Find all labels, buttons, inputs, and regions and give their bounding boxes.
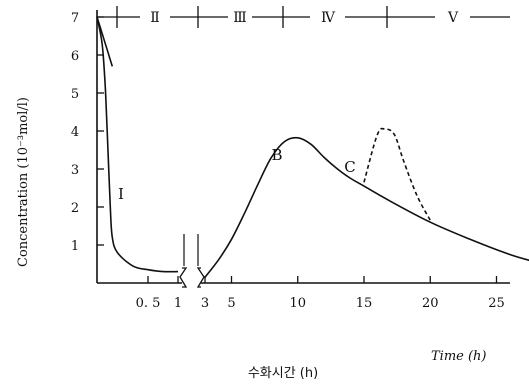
y-tick-label: 4 [71, 125, 79, 140]
stage-label: Ⅳ [321, 10, 336, 26]
axis-break-mark-left [179, 267, 188, 288]
axis-break-mark-right [196, 267, 205, 288]
y-tick-label: 6 [71, 49, 79, 64]
y-tick-label: 3 [71, 163, 79, 178]
curve-label-i: I [118, 185, 124, 203]
y-axis-label: Concentration (10⁻³mol/l) [16, 97, 31, 267]
x-axis-label-korean: 수화시간 (h) [248, 366, 318, 381]
stage-label: Ⅱ [150, 10, 160, 26]
y-tick-label: 1 [71, 239, 79, 254]
stage-line: Ⅱ Ⅲ Ⅳ Ⅴ [97, 6, 510, 28]
x-axis-label-english: Time (h) [431, 349, 487, 364]
x-ticks: 0. 51351015202530 [136, 276, 505, 311]
labels: I B C [118, 146, 356, 203]
y-ticks: 1 2 3 4 5 6 7 [71, 11, 104, 254]
stage-label: Ⅴ [447, 10, 459, 26]
series-line-i [96, 16, 179, 273]
x-tick-label: 5 [227, 296, 235, 311]
y-tick-label: 7 [71, 11, 79, 26]
series-line-b [204, 136, 529, 278]
x-tick-label: 0. 5 [136, 296, 161, 311]
x-tick-label: 20 [422, 296, 439, 311]
x-tick-label: 3 [201, 296, 209, 311]
x-tick-label: 15 [356, 296, 373, 311]
series-line-i-branch [96, 16, 114, 67]
curve-label-c: C [344, 158, 355, 176]
x-tick-label: 10 [289, 296, 306, 311]
curves [96, 16, 529, 278]
stage-label: Ⅲ [233, 10, 247, 26]
series-line-c [363, 127, 431, 221]
curve-label-b: B [271, 146, 282, 164]
x-tick-label: 1 [174, 296, 182, 311]
y-tick-label: 5 [71, 87, 79, 102]
y-tick-label: 2 [71, 201, 79, 216]
x-tick-label: 25 [488, 296, 505, 311]
axes [96, 10, 510, 288]
